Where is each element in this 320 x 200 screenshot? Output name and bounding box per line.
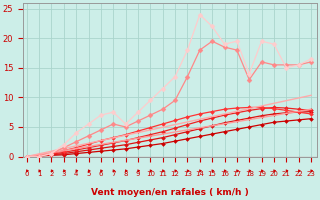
X-axis label: Vent moyen/en rafales ( km/h ): Vent moyen/en rafales ( km/h ) — [91, 188, 249, 197]
